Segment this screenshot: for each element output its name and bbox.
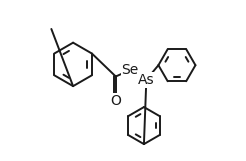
Text: Se: Se [122,63,139,77]
Text: As: As [138,73,155,87]
Text: O: O [110,95,121,108]
